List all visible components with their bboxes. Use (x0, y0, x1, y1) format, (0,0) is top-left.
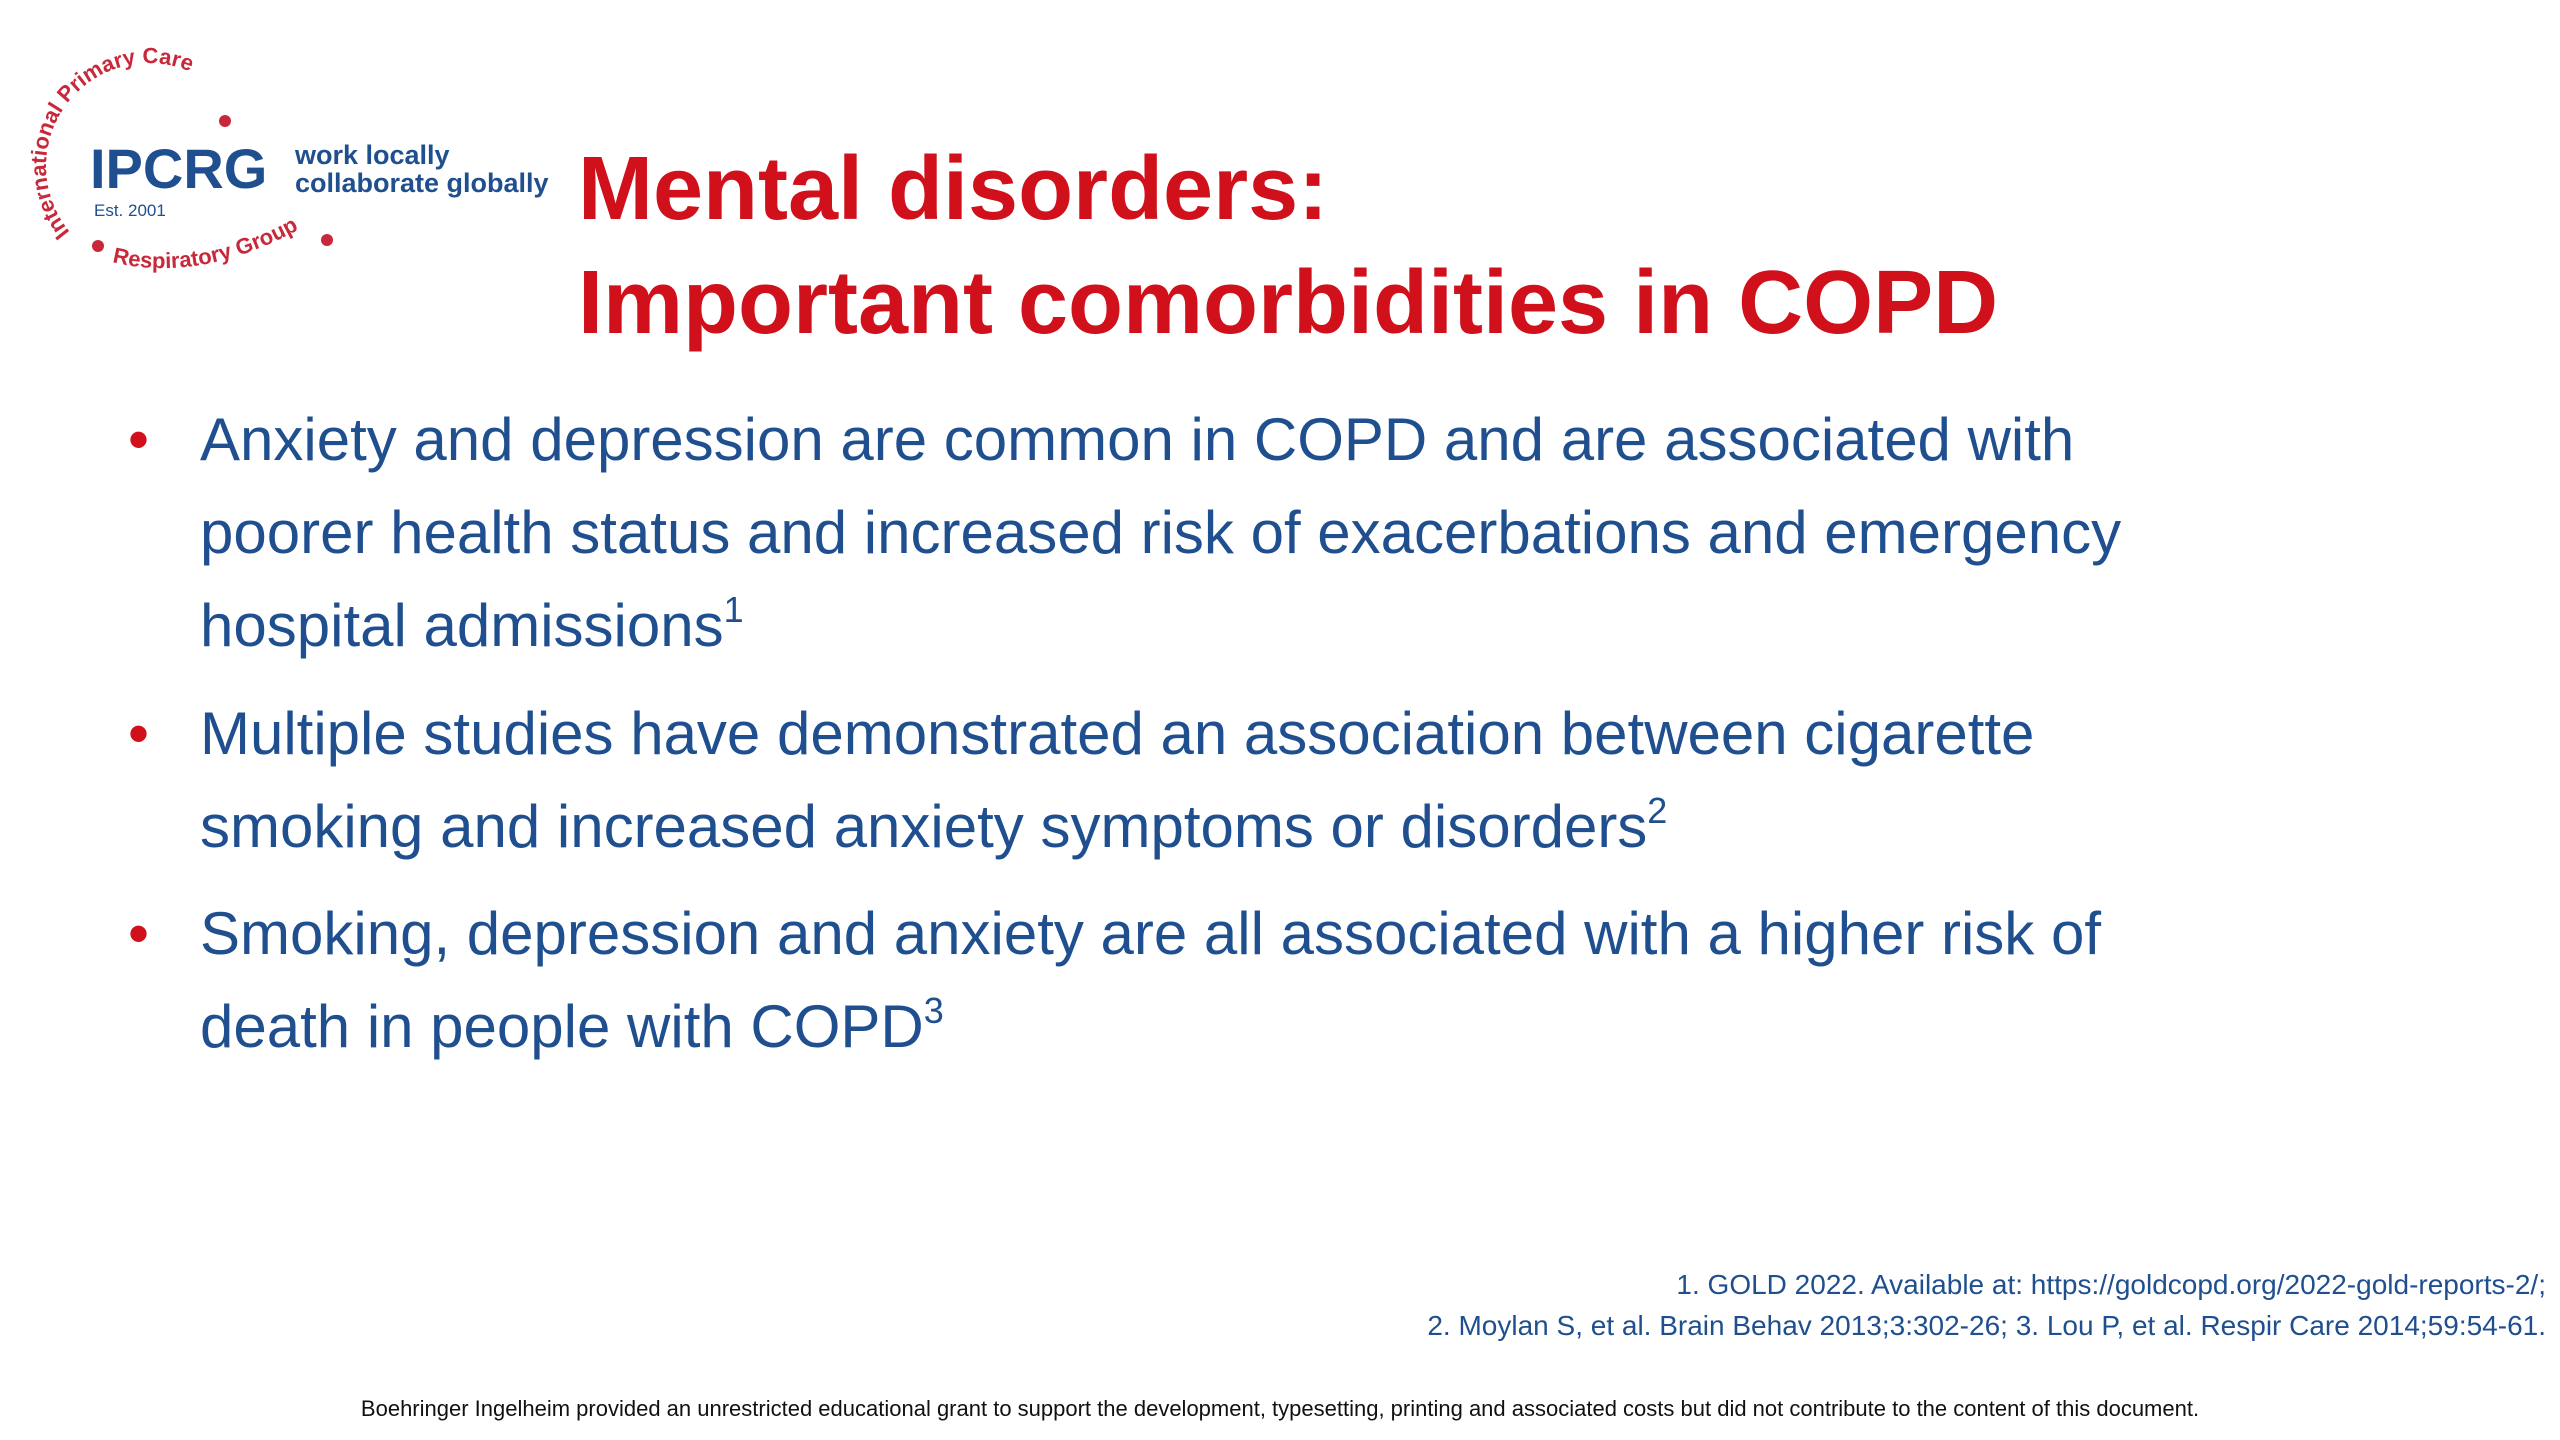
bullet-marker: • (128, 900, 150, 967)
title-line: Important comorbidities in COPD (578, 253, 1999, 353)
bullet-line: Anxiety and depression are common in COP… (200, 406, 2075, 473)
logo-name: IPCRG (90, 137, 267, 200)
superscript: 3 (923, 990, 944, 1031)
bullet-line: death in people with COPD3 (200, 990, 944, 1061)
bullet-line: smoking and increased anxiety symptoms o… (200, 790, 1668, 861)
title-line: Mental disorders: (578, 139, 1329, 239)
logo-est: Est. 2001 (94, 201, 166, 220)
bullet-line: hospital admissions1 (200, 589, 744, 660)
bullet-text: Smoking, depression and anxiety are all … (200, 887, 2101, 1073)
reference: 1. GOLD 2022. Available at: https://gold… (1676, 1269, 2546, 1300)
bullet-line: Multiple studies have demonstrated an as… (200, 700, 2035, 767)
title: Mental disorders: Important comorbiditie… (578, 132, 1998, 360)
logo-tagline: work locally (294, 140, 450, 170)
bullet-line: poorer health status and increased risk … (200, 499, 2122, 566)
bullet-marker: • (128, 700, 150, 767)
reference: 2. Moylan S, et al. Brain Behav 2013;3:3… (1427, 1310, 2546, 1341)
bullet-line: Smoking, depression and anxiety are all … (200, 900, 2102, 967)
logo-arc-bottom-text: Respiratory Group (111, 212, 301, 274)
logo-tagline: collaborate globally (295, 168, 549, 198)
references: 1. GOLD 2022. Available at: https://gold… (1427, 1264, 2546, 1346)
logo: International Primary Care Respiratory G… (26, 43, 549, 274)
superscript: 2 (1647, 790, 1668, 831)
logo-arc-bottom: Respiratory Group (111, 212, 301, 274)
footer: Boehringer Ingelheim provided an unrestr… (360, 1396, 2200, 1421)
logo-dot (219, 115, 231, 127)
bullet-text: Anxiety and depression are common in COP… (200, 393, 2121, 672)
logo-dot (321, 234, 333, 246)
bullet-text: Multiple studies have demonstrated an as… (200, 687, 2034, 873)
superscript: 1 (723, 589, 744, 630)
bullet-marker: • (128, 406, 150, 473)
logo-dot (92, 240, 104, 252)
